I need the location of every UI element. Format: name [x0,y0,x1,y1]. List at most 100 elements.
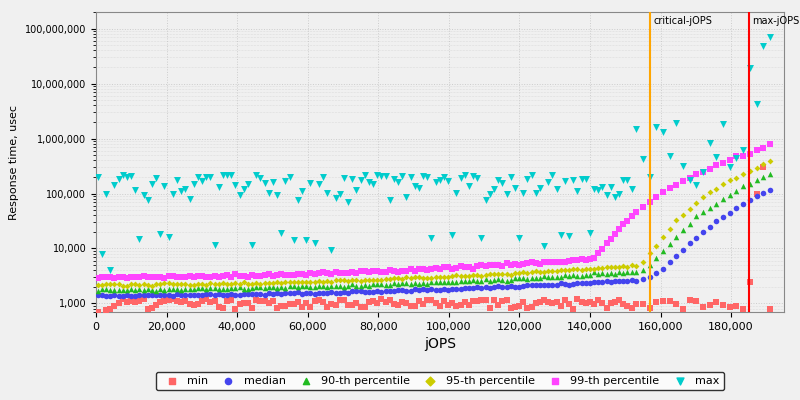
Point [270,192,283,198]
Point [534,185,546,192]
Point [396,298,409,305]
Point [643,250,656,256]
Point [575,280,588,286]
Point [588,266,601,272]
Point [637,266,650,273]
Point [643,305,656,312]
Point [588,186,601,192]
Point [354,278,367,284]
Point [334,270,346,276]
Point [233,281,246,287]
Point [626,268,638,275]
Point [233,291,246,298]
Point [262,280,275,286]
Point [187,292,200,298]
Point [108,292,121,298]
Point [308,284,321,290]
Point [300,282,313,289]
Point [571,266,584,273]
Point [283,283,296,289]
Point [146,274,158,280]
Point [317,290,330,296]
Point [492,262,505,268]
Point [270,272,283,279]
Point [158,292,171,298]
Point [630,278,642,284]
Point [513,235,526,241]
Point [670,234,682,240]
Point [371,268,384,274]
Point [334,289,346,296]
Point [133,298,146,304]
Point [630,268,642,275]
Point [116,274,129,280]
Point [291,298,304,305]
Point [583,230,596,237]
Point [174,292,187,298]
Point [637,276,650,282]
Point [690,182,702,188]
Point [438,264,450,270]
Point [179,280,192,287]
Point [763,170,776,177]
Point [434,177,446,183]
Point [170,280,183,287]
Point [496,263,509,269]
Point [650,298,662,305]
Point [287,272,300,278]
Point [191,273,204,279]
Point [338,174,350,181]
Point [266,272,279,279]
Point [174,286,187,293]
Point [200,291,213,298]
Point [375,172,388,179]
Point [154,230,166,237]
Point [513,302,526,309]
Point [517,282,530,289]
Point [396,275,409,282]
Point [242,285,254,292]
Point [504,283,517,289]
Point [121,282,134,289]
Point [142,306,154,312]
Point [146,304,158,311]
Point [404,288,417,294]
Point [238,286,250,293]
Point [383,297,396,303]
Point [233,284,246,291]
Point [450,279,463,285]
Point [417,173,430,180]
Point [609,264,622,270]
Point [488,186,501,192]
Point [408,303,421,309]
Point [217,305,230,312]
Point [170,291,183,298]
Point [362,289,375,295]
Point [291,289,304,296]
Point [379,299,392,306]
Point [471,263,484,270]
Point [542,299,554,305]
Point [517,269,530,275]
Point [430,279,442,285]
Point [475,278,488,284]
Point [517,275,530,282]
Point [108,281,121,287]
Point [454,273,467,280]
Point [538,273,550,279]
Point [737,306,750,312]
Point [346,277,358,283]
Point [588,255,601,261]
Point [604,270,617,276]
Point [392,302,405,308]
Point [717,214,730,220]
Point [567,271,580,278]
Point [442,177,454,184]
Point [421,174,434,180]
Point [338,270,350,276]
Point [242,281,254,287]
Point [475,272,488,279]
Point [450,264,463,271]
Point [530,268,542,274]
Point [174,299,187,305]
